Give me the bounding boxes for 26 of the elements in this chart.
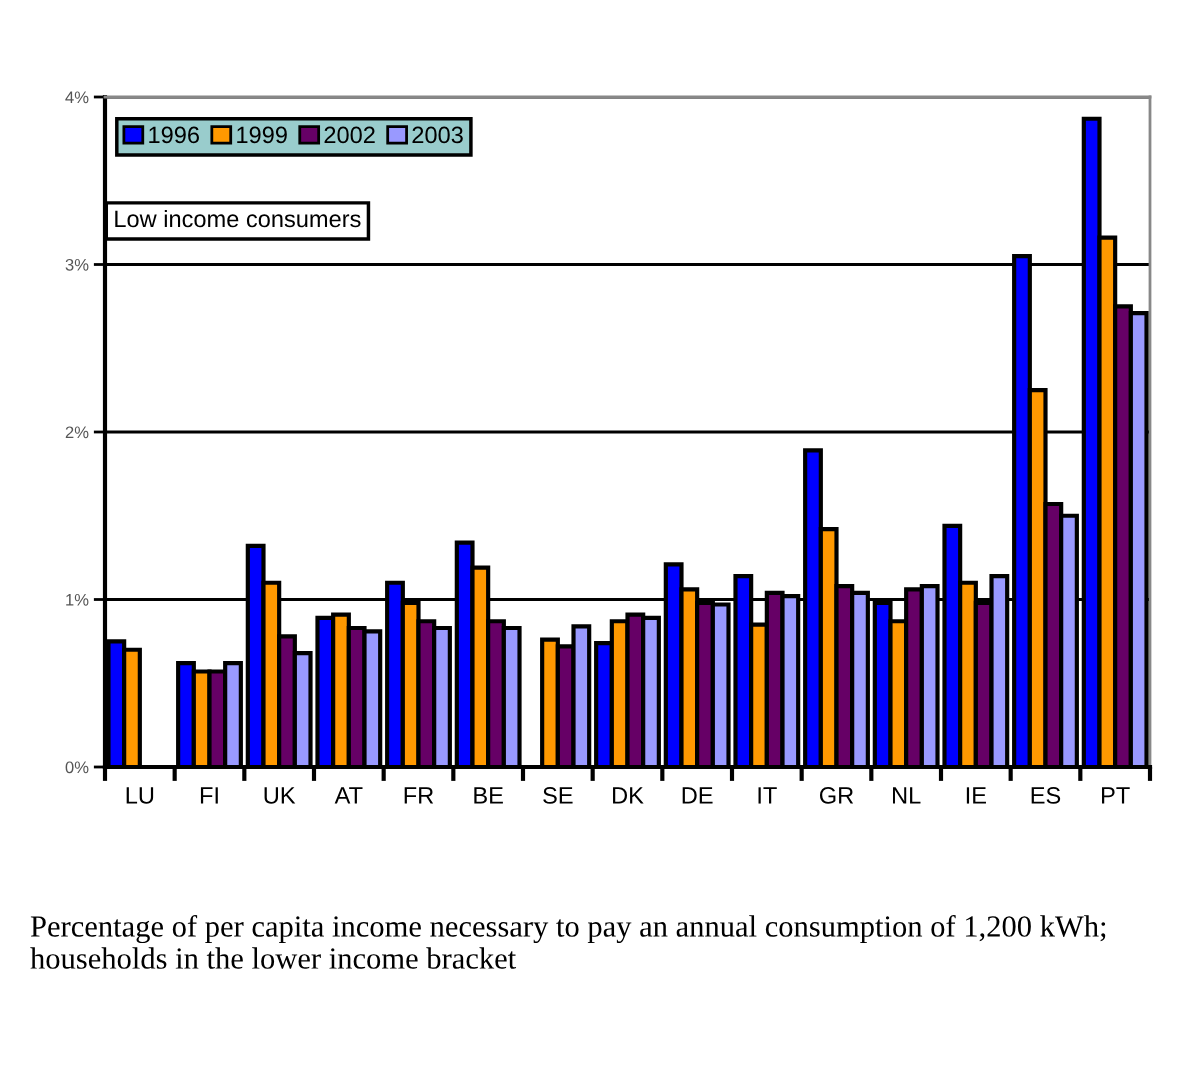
x-tick-label: FR [404,787,434,804]
x-tick-label: AT [334,787,363,804]
x-tick-label: GR [819,787,854,804]
y-tick-label: 0% [65,761,89,774]
y-tick-label: 1% [66,593,89,606]
x-tick-label: FI [200,787,218,804]
x-tick-label: ES [1031,787,1061,804]
y-tick-label: 3% [65,258,89,271]
legend-label: 2002 [324,126,375,144]
legend-label: 1996 [149,126,199,144]
x-tick-label: UK [264,787,296,804]
x-tick-label: PT [1102,787,1130,804]
x-tick-label: IE [966,787,986,804]
x-tick-label: SE [543,787,573,804]
x-tick-label: DE [682,787,713,804]
x-tick-label: LU [126,787,154,804]
x-tick-label: NL [893,787,921,804]
x-tick-label: BE [474,787,503,804]
x-tick-label: DK [613,787,644,804]
y-tick-label: 2% [65,426,89,439]
x-tick-label: IT [758,787,777,804]
text: Percentage of per capita income necessary to pay an annual consumption of 1,200 kWh; households in the lower income bracket [30,915,1106,969]
y-tick-label: 4% [65,91,89,104]
legend-label: 1999 [237,126,287,144]
legend-label: 2003 [412,126,463,144]
annotation: Low income consumers [115,209,361,228]
